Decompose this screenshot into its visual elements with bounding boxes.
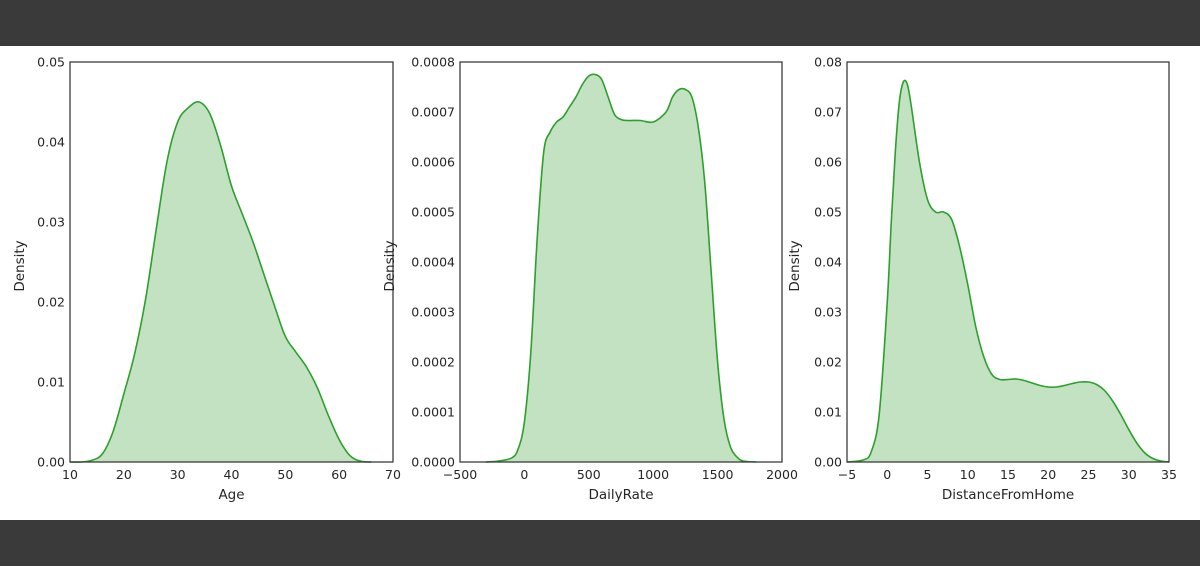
y-tick-label: 0.01 bbox=[814, 405, 842, 420]
y-tick-label: 0.08 bbox=[814, 55, 842, 70]
x-tick-label: 40 bbox=[224, 467, 240, 482]
x-tick-label: 500 bbox=[577, 467, 601, 482]
density-line bbox=[846, 79, 1170, 463]
x-tick-label: 20 bbox=[1040, 467, 1056, 482]
x-tick-label: 20 bbox=[116, 467, 132, 482]
y-tick-label: 0.04 bbox=[37, 135, 65, 150]
y-tick-label: 0.00 bbox=[814, 455, 842, 470]
x-tick-label: 10 bbox=[62, 467, 78, 482]
x-tick-label: 50 bbox=[277, 467, 293, 482]
x-tick-label: 1500 bbox=[702, 467, 734, 482]
density-line bbox=[485, 73, 757, 463]
y-tick-label: 0.01 bbox=[37, 375, 65, 390]
x-tick-label: 0 bbox=[883, 467, 891, 482]
x-tick-label: 5 bbox=[924, 467, 932, 482]
x-tick-label: −500 bbox=[443, 467, 477, 482]
y-tick-label: 0.0003 bbox=[411, 305, 455, 320]
x-tick-label: 35 bbox=[1161, 467, 1177, 482]
y-tick-label: 0.05 bbox=[814, 205, 842, 220]
x-tick-label: 2000 bbox=[766, 467, 798, 482]
y-tick-label: 0.00 bbox=[37, 455, 65, 470]
x-tick-label: 25 bbox=[1081, 467, 1097, 482]
axes-frame bbox=[459, 61, 783, 463]
y-axis-label: Density bbox=[787, 240, 803, 291]
y-tick-label: 0.03 bbox=[37, 215, 65, 230]
x-tick-label: 10 bbox=[960, 467, 976, 482]
chart-canvas: 10 20 30 40 50 60 70 0.00 0.01 0.02 0.03 0.04 0.05 Ag… bbox=[0, 46, 1200, 520]
y-tick-label: 0.04 bbox=[814, 255, 842, 270]
axes-frame bbox=[846, 61, 1170, 463]
density-area bbox=[847, 80, 1169, 463]
y-tick-label: 0.06 bbox=[814, 155, 842, 170]
y-tick-label: 0.0008 bbox=[411, 55, 455, 70]
y-tick-label: 0.07 bbox=[814, 105, 842, 120]
x-axis-label: DistanceFromHome bbox=[942, 487, 1074, 503]
x-tick-label: −5 bbox=[838, 467, 856, 482]
y-tick-label: 0.0007 bbox=[411, 105, 455, 120]
x-tick-label: 60 bbox=[331, 467, 347, 482]
density-panel-2: −500 0 500 1000 1500 2000 0.0000 0.0001 0.0002 0.… bbox=[382, 55, 798, 504]
x-tick-label: 70 bbox=[385, 467, 401, 482]
y-axis-label: Density bbox=[12, 240, 28, 291]
x-tick-label: 15 bbox=[1000, 467, 1016, 482]
x-tick-label: 30 bbox=[170, 467, 186, 482]
kde-density-charts: 10 20 30 40 50 60 700.000.010.020.030.040.05Ag… bbox=[12, 55, 1177, 504]
x-tick-label: 0 bbox=[520, 467, 528, 482]
density-area bbox=[485, 74, 757, 463]
y-tick-label: 0.0006 bbox=[411, 155, 455, 170]
density-area bbox=[70, 101, 372, 463]
density-line bbox=[69, 101, 372, 463]
y-axis-label: Density bbox=[382, 240, 398, 291]
y-tick-label: 0.03 bbox=[814, 305, 842, 320]
x-tick-label: 30 bbox=[1121, 467, 1137, 482]
x-axis-label: DailyRate bbox=[588, 487, 653, 503]
y-tick-label: 0.0000 bbox=[411, 455, 455, 470]
y-tick-label: 0.0004 bbox=[411, 255, 455, 270]
x-tick-label: 1000 bbox=[637, 467, 669, 482]
y-tick-label: 0.0002 bbox=[411, 355, 455, 370]
axes-frame bbox=[69, 61, 394, 463]
y-tick-label: 0.02 bbox=[814, 355, 842, 370]
y-tick-label: 0.02 bbox=[37, 295, 65, 310]
y-tick-label: 0.05 bbox=[37, 55, 65, 70]
y-tick-label: 0.0001 bbox=[411, 405, 455, 420]
density-panel-1: 10 20 30 40 50 60 70 0.00 0.01 0.02 0.03 0.04 0.05 Ag… bbox=[12, 55, 401, 504]
x-axis-label: Age bbox=[218, 487, 244, 503]
density-panel-3: −5 0 5 10 15 20 25 30 35 0.00 0.01 0.02 0.03 0.04 0.05… bbox=[787, 55, 1177, 504]
y-tick-label: 0.0005 bbox=[411, 205, 455, 220]
